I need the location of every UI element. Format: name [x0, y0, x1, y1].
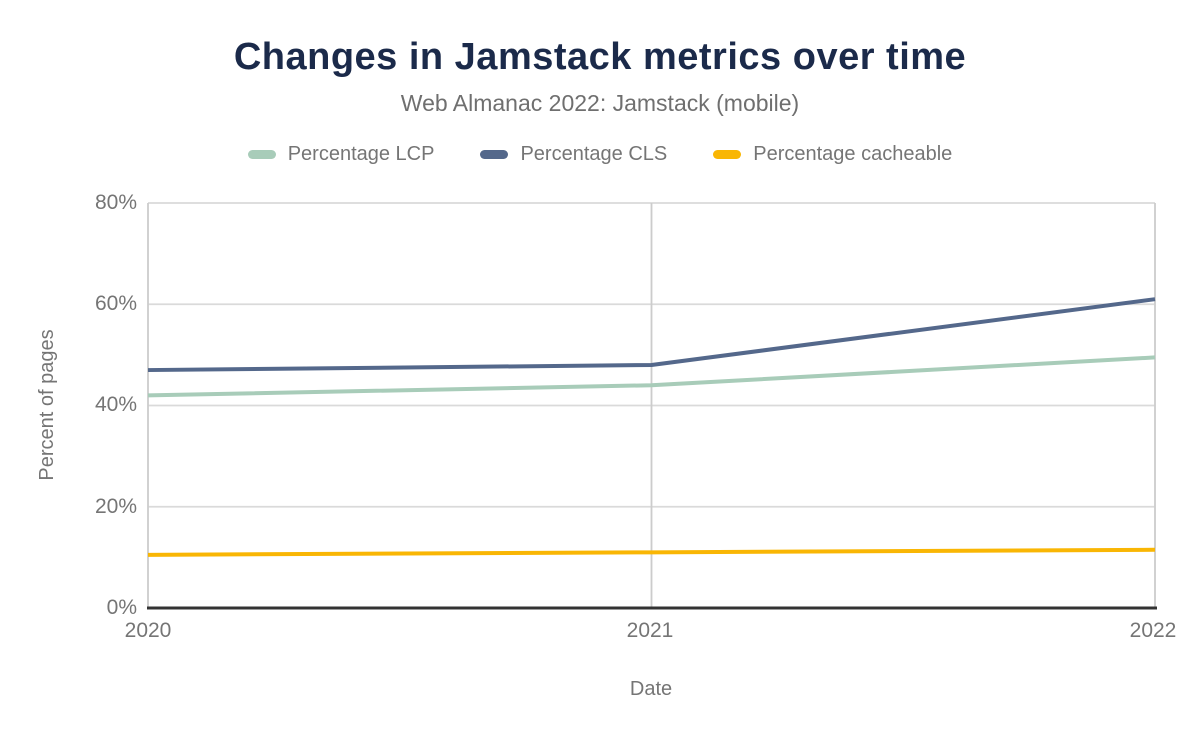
legend-item-percentage-cacheable: Percentage cacheable [713, 143, 952, 166]
y-axis-title: Percent of pages [36, 329, 58, 481]
y-axis-tick-60: 60% [94, 292, 137, 315]
series-line-percentage-cls [147, 297, 1156, 373]
legend-item-percentage-cls: Percentage CLS [480, 143, 667, 166]
x-axis-tick-2020: 2020 [124, 619, 172, 642]
x-axis-tick-2022: 2022 [1129, 619, 1177, 642]
legend-label-cacheable: Percentage cacheable [753, 143, 953, 165]
y-axis-tick-0: 0% [106, 596, 137, 619]
legend-swatch-cacheable-icon [713, 150, 742, 159]
legend-label-lcp: Percentage LCP [287, 143, 435, 165]
x-axis-title: Date [629, 678, 673, 700]
y-axis-tick-80: 80% [94, 191, 137, 214]
y-axis-tick-40: 40% [94, 393, 137, 416]
chart-title: Changes in Jamstack metrics over time [233, 36, 967, 78]
legend-swatch-lcp-icon [247, 150, 276, 159]
legend-label-cls: Percentage CLS [520, 143, 668, 165]
y-axis-tick-20: 20% [94, 495, 137, 518]
x-axis-tick-2021: 2021 [626, 619, 674, 642]
series-line-percentage-cacheable [147, 547, 1156, 557]
chart-subtitle: Web Almanac 2022: Jamstack (mobile) [400, 90, 800, 116]
chart-legend: Percentage LCP Percentage CLS Percentage… [0, 143, 1200, 166]
legend-swatch-cls-icon [480, 150, 509, 159]
legend-item-percentage-lcp: Percentage LCP [247, 143, 435, 166]
series-line-percentage-lcp [147, 355, 1156, 398]
